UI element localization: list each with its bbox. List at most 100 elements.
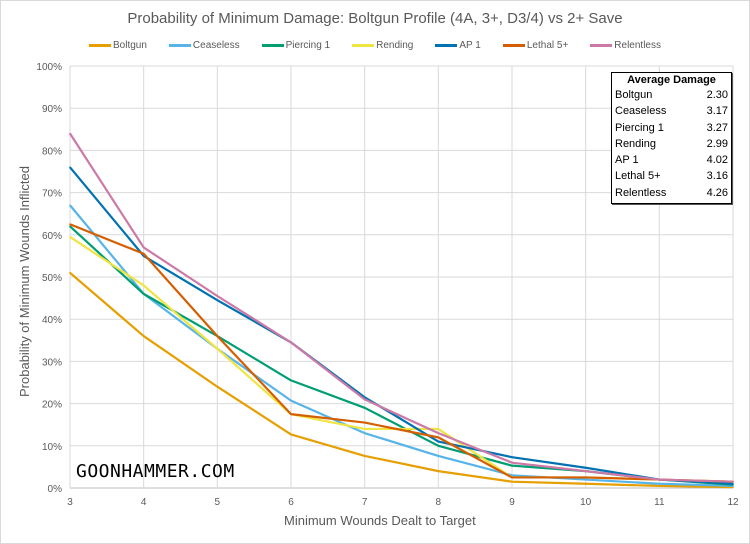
data-point xyxy=(363,455,366,457)
data-point xyxy=(290,413,292,415)
y-axis-ticks: 0% 10% 20% 30% 40% 50% 60% 70% 80% 90% 100% xyxy=(36,62,62,495)
average-damage-label: Piercing 1 xyxy=(615,121,664,134)
y-tick-label: 90% xyxy=(42,104,62,115)
data-point xyxy=(584,476,587,479)
data-point xyxy=(290,341,292,344)
legend-label: Ceaseless xyxy=(192,40,240,51)
data-point xyxy=(511,456,513,458)
x-tick-label: 11 xyxy=(654,497,665,508)
legend-swatch xyxy=(168,44,191,47)
data-point xyxy=(142,246,145,249)
average-damage-value: 2.99 xyxy=(706,137,728,150)
data-point xyxy=(216,385,219,388)
average-damage-value: 4.02 xyxy=(706,154,728,167)
data-point xyxy=(437,455,440,457)
data-point xyxy=(437,440,440,443)
data-point xyxy=(69,166,71,169)
series-line xyxy=(69,132,734,483)
legend-item: Relentless xyxy=(590,40,661,51)
series-boltgun xyxy=(69,271,734,489)
data-point xyxy=(511,464,513,467)
data-point xyxy=(69,132,71,135)
data-point xyxy=(437,436,440,439)
data-point xyxy=(142,293,145,295)
data-point xyxy=(658,482,661,485)
data-point xyxy=(658,478,661,481)
data-point xyxy=(142,284,145,287)
series-line xyxy=(69,204,734,487)
average-damage-rows: Boltgun 2.30 Ceaseless 3.17 Piercing 1 3.27 Re… xyxy=(615,87,728,201)
average-damage-table: Average Damage Boltgun 2.30 Ceaseless 3.17 P… xyxy=(611,72,732,205)
chart-title: Probability of Minimum Damage: Boltgun P… xyxy=(127,10,623,27)
y-tick-label: 70% xyxy=(42,189,62,200)
data-point xyxy=(69,225,71,228)
average-damage-row: Lethal 5+ 3.16 xyxy=(615,168,728,184)
average-damage-row: Rending 2.99 xyxy=(615,136,728,152)
average-damage-row: Ceaseless 3.17 xyxy=(615,103,728,119)
data-point xyxy=(69,204,71,207)
legend-item: Ceaseless xyxy=(168,40,240,51)
average-damage-row: Boltgun 2.30 xyxy=(615,87,728,103)
average-damage-value: 4.26 xyxy=(706,186,728,199)
x-tick-label: 6 xyxy=(288,497,294,508)
y-tick-label: 10% xyxy=(42,442,62,453)
legend-label: Relentless xyxy=(614,40,661,51)
series-line xyxy=(69,166,734,485)
legend: Boltgun Ceaseless Piercing 1 Rending AP 1 Let… xyxy=(0,40,750,51)
legend-label: Lethal 5+ xyxy=(526,40,569,51)
x-tick-label: 3 xyxy=(67,497,73,508)
x-tick-label: 7 xyxy=(362,497,368,508)
data-point xyxy=(363,407,366,409)
legend-item: Rending xyxy=(352,40,413,51)
data-point xyxy=(216,299,219,302)
legend-swatch xyxy=(261,44,284,47)
legend-label: Boltgun xyxy=(113,40,147,51)
watermark-logo: GOONHAMMER.COM xyxy=(76,461,235,482)
data-point xyxy=(142,335,145,337)
legend-swatch xyxy=(590,44,613,47)
data-point xyxy=(584,482,587,485)
data-point xyxy=(69,223,71,226)
data-point xyxy=(437,470,440,472)
legend-label: Piercing 1 xyxy=(285,40,331,51)
y-axis-label: Probability of Minimum Wounds Inflicted xyxy=(17,166,32,397)
y-tick-label: 20% xyxy=(42,400,62,411)
average-damage-value: 3.16 xyxy=(706,170,728,183)
y-tick-label: 0% xyxy=(48,484,63,495)
average-damage-label: Ceaseless xyxy=(615,105,667,118)
data-point xyxy=(363,432,366,434)
data-point xyxy=(511,476,513,479)
x-tick-label: 12 xyxy=(727,497,739,508)
data-point xyxy=(658,485,661,487)
data-point xyxy=(142,252,145,255)
series-lines xyxy=(69,132,734,489)
x-tick-label: 5 xyxy=(215,497,221,508)
average-damage-row: Piercing 1 3.27 xyxy=(615,120,728,136)
average-damage-label: Rending xyxy=(615,137,656,150)
y-tick-label: 30% xyxy=(42,357,62,368)
data-point xyxy=(584,470,587,472)
y-tick-label: 60% xyxy=(42,231,62,242)
data-point xyxy=(290,433,292,436)
series-relentless xyxy=(69,132,734,483)
data-point xyxy=(216,295,219,297)
x-tick-label: 4 xyxy=(141,497,147,508)
data-point xyxy=(363,398,366,401)
data-point xyxy=(216,335,219,337)
legend-label: AP 1 xyxy=(459,40,481,51)
average-damage-label: Lethal 5+ xyxy=(615,170,661,183)
y-tick-label: 40% xyxy=(42,315,62,326)
data-point xyxy=(363,428,366,430)
average-damage-label: Boltgun xyxy=(615,89,653,101)
legend-item: Lethal 5+ xyxy=(502,40,569,51)
legend-label: Rending xyxy=(376,40,414,51)
average-damage-value: 3.27 xyxy=(706,121,728,134)
x-axis-label: Minimum Wounds Dealt to Target xyxy=(284,513,476,528)
legend-swatch xyxy=(89,44,111,47)
y-tick-label: 100% xyxy=(36,62,62,73)
x-tick-label: 10 xyxy=(580,497,592,508)
data-point xyxy=(216,347,219,350)
y-tick-label: 80% xyxy=(42,146,62,157)
data-point xyxy=(511,461,513,464)
